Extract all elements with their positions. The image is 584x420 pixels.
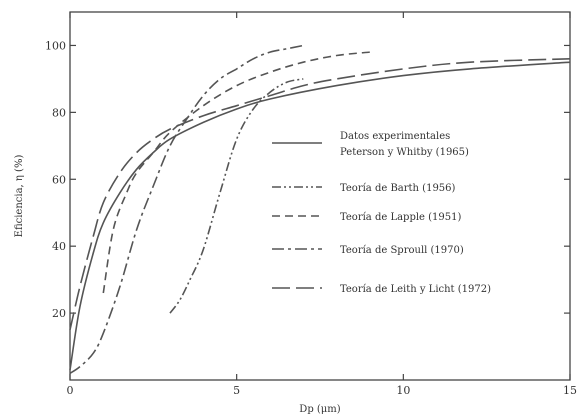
y-axis-title: Eficiencia, η (%) (14, 155, 25, 238)
series-line-1 (69, 61, 571, 371)
x-tick-label: 15 (563, 384, 577, 397)
legend-label-5: Teoría de Leith y Licht (1972) (340, 284, 491, 295)
y-tick-label: 100 (45, 39, 66, 52)
x-tick-label: 0 (67, 384, 74, 397)
y-tick-label: 40 (52, 240, 66, 253)
y-tick-label: 60 (52, 173, 66, 186)
x-axis-title: Dp (μm) (299, 404, 340, 415)
data-curves (69, 44, 571, 374)
x-tick-label: 10 (396, 384, 410, 397)
y-tick-label: 20 (52, 307, 66, 320)
series-line-3 (102, 51, 371, 294)
legend-label-2: Teoría de Barth (1956) (340, 183, 456, 194)
series-line-5 (69, 58, 571, 330)
legend-label-3: Teoría de Lapple (1951) (340, 212, 462, 223)
plot-axes: 0 5 10 15 20 40 60 80 100 Dp (μm) Eficiencia, η (%… (14, 11, 577, 415)
series-line-2 (169, 78, 304, 314)
legend-label-1: Datos experimentales Peterson y Whitby (1… (340, 131, 469, 158)
series-line-4 (69, 44, 304, 374)
plot-frame (69, 11, 571, 381)
chart-legend: Datos experimentales Peterson y Whitby (1… (272, 131, 491, 295)
legend-label-4: Teoría de Sproull (1970) (340, 245, 464, 256)
y-tick-label: 80 (52, 106, 66, 119)
x-tick-label: 5 (233, 384, 240, 397)
